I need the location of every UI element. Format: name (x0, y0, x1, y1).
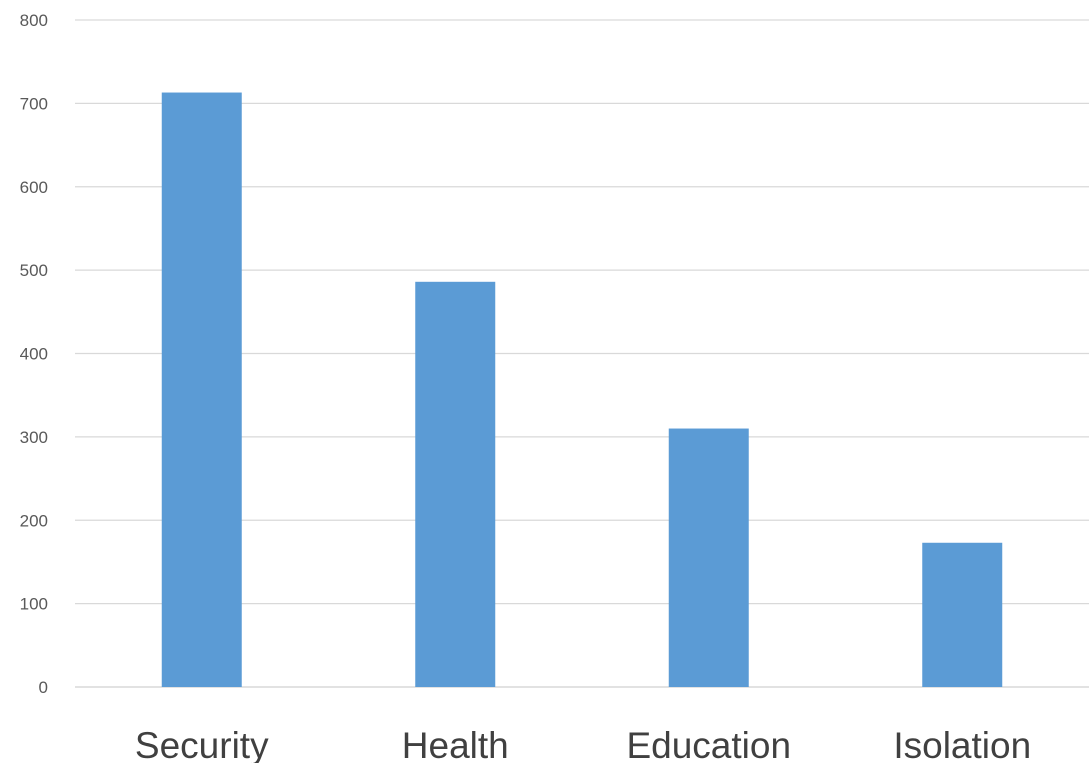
y-tick-label: 0 (39, 678, 48, 697)
bar-health (415, 281, 496, 687)
y-tick-label: 400 (20, 345, 48, 364)
x-category-label-security: Security (135, 725, 269, 763)
y-tick-label: 700 (20, 94, 48, 113)
x-category-label-isolation: Isolation (893, 725, 1031, 763)
bar-isolation (922, 542, 1003, 687)
y-tick-label: 300 (20, 428, 48, 447)
gridlines (75, 19, 1089, 688)
y-tick-label: 800 (20, 11, 48, 30)
y-axis-tick-labels: 0 100 200 300 400 500 600 700 800 (20, 11, 48, 697)
y-tick-label: 100 (20, 595, 48, 614)
bar-education (668, 428, 749, 687)
y-tick-label: 600 (20, 178, 48, 197)
x-axis-category-labels: Security Health Education Isolation (135, 725, 1031, 763)
y-tick-label: 500 (20, 261, 48, 280)
y-tick-label: 200 (20, 511, 48, 530)
x-category-label-health: Health (402, 725, 509, 763)
bars (161, 92, 1003, 687)
x-category-label-education: Education (626, 725, 791, 763)
bar-security (161, 92, 242, 687)
